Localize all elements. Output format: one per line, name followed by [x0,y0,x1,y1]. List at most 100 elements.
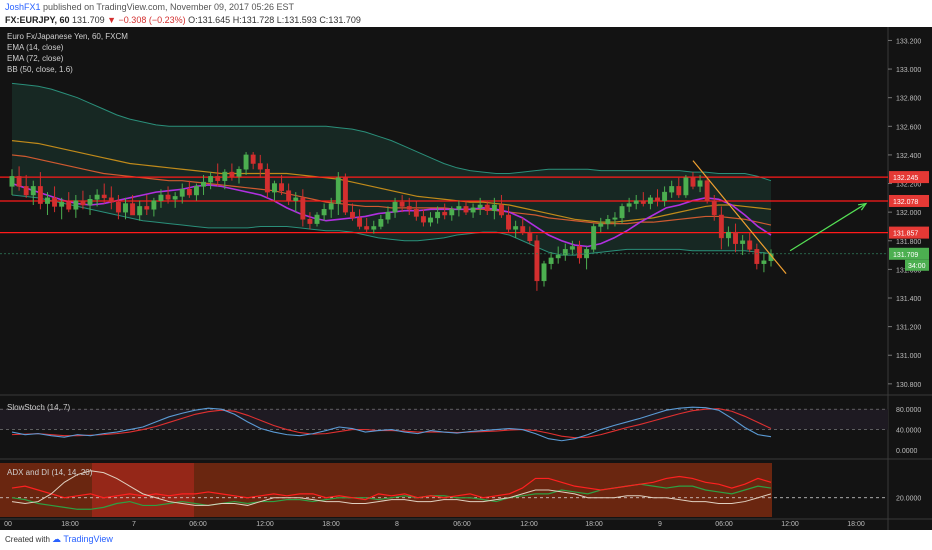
candle-body [215,176,221,181]
candle-body [506,214,511,230]
chart-canvas[interactable]: 133.200 133.000 132.800 132.600 132.400 132.2… [0,27,932,530]
level-price-label: 131.857 [893,231,918,238]
candle-body [30,186,36,196]
candle-body [357,217,363,227]
ohlc-close: C:131.709 [319,15,361,25]
y-tick-label: 131.600 [896,267,921,274]
candle-body [250,154,256,164]
x-tick-label: 12:00 [256,521,274,528]
candle-body [328,203,334,210]
candle-body [513,226,519,230]
candle-body [605,219,611,224]
x-tick-label: 8 [395,521,399,528]
tradingview-logo[interactable]: ☁ TradingView [52,534,113,545]
adx-line [11,470,772,506]
candle-body [52,197,58,207]
candle-body [711,200,717,216]
candle-body [655,197,660,201]
candle-body [569,246,575,250]
candle-body [123,203,128,213]
tradingview-brand: TradingView [63,534,113,544]
x-tick-label: 18:00 [322,521,340,528]
candle-body [406,206,412,210]
candle-body [186,189,192,196]
last-price-label: 131.709 [893,252,918,259]
candle-body [669,186,675,193]
candle-body [272,183,277,193]
candle-body [208,176,214,183]
candle-body [66,201,72,210]
candle-body [201,181,206,187]
candle-body [293,197,299,201]
legend-ema72[interactable]: EMA (72, close) [7,54,64,63]
adx-pane-title[interactable]: ADX and DI (14, 14, 20) [7,468,93,477]
candle-body [442,211,448,216]
candle-body [413,209,419,217]
candle-body [130,203,136,216]
candle-body [59,201,65,207]
candle-body [236,168,242,177]
legend-bb[interactable]: BB (50, close, 1.6) [7,65,73,74]
candle-body [321,209,327,216]
candle-body [193,186,199,196]
y-tick-label: 132.600 [896,124,921,131]
candle-body [350,211,355,219]
candle-body [16,176,22,187]
candle-body [392,201,398,213]
legend-ema14[interactable]: EMA (14, close) [7,43,64,52]
candle-body [740,240,746,244]
x-tick-label: 06:00 [189,521,207,528]
di-plus-line [11,483,772,510]
candle-body [647,197,653,204]
candle-body [449,209,455,216]
chart-area[interactable]: 133.200 133.000 132.800 132.600 132.400 132.2… [0,27,932,530]
y-tick-label: 130.800 [896,382,921,389]
level-price-tag [889,171,929,184]
candle-body [484,204,490,211]
main-pane-title: Euro Fx/Japanese Yen, 60, FXCM [7,32,128,41]
stoch-pane-title[interactable]: SlowStoch (14, 7) [7,403,71,412]
candle-body [115,201,121,213]
y-tick-label: 132.400 [896,153,921,160]
y-tick-label: 131.400 [896,296,921,303]
candle-body [435,211,441,219]
created-with-text: Created with [5,535,50,544]
stoch-k-line [11,406,772,442]
candle-body [612,217,618,220]
countdown-tag [905,259,929,271]
candle-body [477,204,483,209]
candle-body [718,214,724,239]
candle-body [633,200,639,204]
candle-body [342,177,348,213]
y-tick-label: 132.800 [896,96,921,103]
x-tick-label: 18:00 [847,521,865,528]
trendline [692,160,787,275]
candle-body [137,206,143,216]
x-tick-label: 9 [658,521,662,528]
candle-body [364,226,370,230]
candle-body [165,194,171,200]
candle-body [257,163,263,170]
y-tick-label: 131.200 [896,325,921,332]
candle-body [101,194,107,199]
down-arrow-icon: ▼ [107,15,117,25]
candle-body [456,206,462,210]
price-change: −0.308 (−0.23%) [118,15,186,25]
stoch-band [0,409,888,430]
candle-body [144,206,150,210]
arrow-head-icon [858,202,868,211]
x-tick-label: 00 [4,521,12,528]
candle-body [45,197,50,204]
publish-line: JoshFX1 published on TradingView.com, No… [5,2,294,12]
bb-basis-line [11,140,772,223]
author-link[interactable]: JoshFX1 [5,2,41,12]
x-tick-label: 06:00 [715,521,733,528]
candle-body [37,186,43,204]
x-tick-label: 06:00 [453,521,471,528]
y-tick-label: 131.800 [896,239,921,246]
candle-body [158,194,164,201]
candle-body [335,177,341,204]
candle-body [378,219,384,227]
stoch-tick-label: 0.0000 [896,448,918,455]
countdown-label: 34:00 [908,263,926,270]
